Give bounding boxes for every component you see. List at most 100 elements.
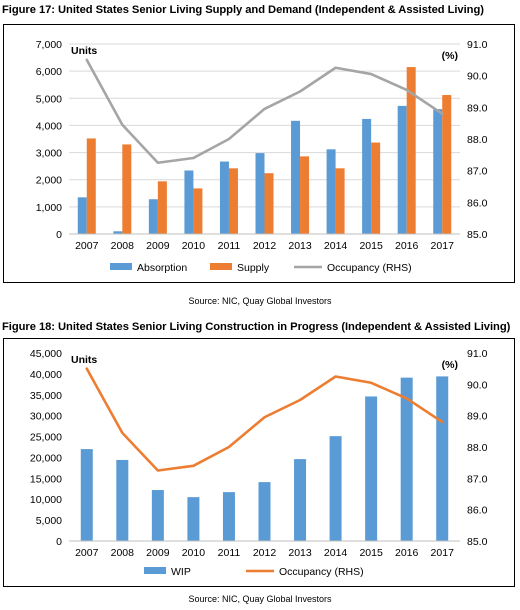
y-tick-label: 40,000 <box>30 369 62 381</box>
y2-tick-label: 90.0 <box>467 71 488 83</box>
x-tick-label: 2009 <box>146 240 170 252</box>
y-tick-label: 10,000 <box>30 494 62 506</box>
y-tick-label: 30,000 <box>30 411 62 423</box>
legend-label: Occupancy (RHS) <box>327 262 412 274</box>
figure-18-chart-frame: 0 5,000 10,000 15,000 20,000 25,000 30,000 35,0… <box>3 338 515 587</box>
y-tick-label: 3,000 <box>36 148 62 160</box>
legend-label: Absorption <box>137 262 187 274</box>
y2-tick-label: 85.0 <box>467 229 488 241</box>
y-tick-label: 0 <box>56 536 62 548</box>
absorption-bar <box>397 105 407 234</box>
x-tick-label: 2014 <box>324 547 348 559</box>
absorption-bar <box>362 118 372 234</box>
x-tick-label: 2013 <box>288 547 312 559</box>
y2-tick-label: 86.0 <box>467 197 488 209</box>
y2-tick-label: 88.0 <box>467 442 488 454</box>
y2-tick-label: 91.0 <box>467 39 488 51</box>
y-tick-label: 7,000 <box>36 39 62 51</box>
figure-17-chart-frame: 0 1,000 2,000 3,000 4,000 5,000 6,000 7,000 85.0… <box>3 24 515 283</box>
supply-bar <box>193 188 203 234</box>
supply-bar <box>157 181 167 234</box>
x-tick-label: 2014 <box>324 240 348 252</box>
y-tick-label: 15,000 <box>30 473 62 485</box>
wip-bar <box>365 396 378 541</box>
absorption-bar <box>255 153 265 234</box>
legend-swatch <box>144 567 166 574</box>
y2-tick-label: 88.0 <box>467 134 488 146</box>
x-tick-label: 2011 <box>218 547 241 559</box>
x-tick-label: 2008 <box>111 547 135 559</box>
x-tick-label: 2012 <box>253 547 277 559</box>
right-axis-label: (%) <box>442 50 458 62</box>
legend-label: WIP <box>171 566 191 578</box>
supply-bar <box>122 144 132 234</box>
absorption-bar <box>219 161 229 234</box>
absorption-bar <box>113 231 123 234</box>
legend-label: Occupancy (RHS) <box>279 566 364 578</box>
figure-17-source: Source: NIC, Quay Global Investors <box>188 296 332 306</box>
supply-bar <box>264 173 274 234</box>
wip-bar <box>222 492 235 541</box>
y-tick-label: 45,000 <box>30 348 62 360</box>
wip-bar <box>329 436 342 541</box>
y2-tick-label: 87.0 <box>467 473 488 485</box>
y-tick-label: 5,000 <box>36 93 62 105</box>
y-tick-label: 25,000 <box>30 432 62 444</box>
legend-label: Supply <box>237 262 270 274</box>
x-tick-label: 2008 <box>111 240 135 252</box>
supply-bar <box>228 168 238 234</box>
figure-18-source: Source: NIC, Quay Global Investors <box>188 594 332 604</box>
supply-bar <box>335 168 345 234</box>
y2-tick-label: 86.0 <box>467 505 488 517</box>
x-tick-label: 2016 <box>395 240 419 252</box>
y-tick-label: 2,000 <box>36 175 62 187</box>
wip-bar <box>294 459 307 541</box>
x-tick-label: 2012 <box>253 240 277 252</box>
figure-18-chart: 0 5,000 10,000 15,000 20,000 25,000 30,000 35,0… <box>30 348 488 578</box>
figure-18-title: Figure 18: United States Senior Living C… <box>2 321 511 333</box>
wip-bar <box>400 377 413 541</box>
y-tick-label: 1,000 <box>36 202 62 214</box>
legend-swatch <box>210 263 232 270</box>
x-tick-label: 2007 <box>75 547 99 559</box>
wip-bar <box>258 482 271 541</box>
absorption-bar <box>77 197 87 234</box>
wip-bar <box>151 490 164 541</box>
wip-bar <box>187 497 200 541</box>
y2-tick-label: 89.0 <box>467 102 488 114</box>
x-tick-label: 2007 <box>75 240 99 252</box>
x-tick-label: 2009 <box>146 547 170 559</box>
supply-bar <box>371 142 381 234</box>
supply-bar <box>300 156 310 234</box>
x-tick-label: 2010 <box>182 240 206 252</box>
x-tick-label: 2013 <box>288 240 312 252</box>
occupancy-line <box>85 58 444 165</box>
occupancy-line <box>85 367 444 472</box>
y2-tick-label: 91.0 <box>467 348 488 360</box>
x-tick-label: 2010 <box>182 547 206 559</box>
x-tick-label: 2015 <box>359 240 383 252</box>
x-tick-label: 2017 <box>431 240 455 252</box>
y2-tick-label: 87.0 <box>467 166 488 178</box>
y2-tick-label: 85.0 <box>467 536 488 548</box>
absorption-bar <box>184 170 194 234</box>
y-tick-label: 4,000 <box>36 120 62 132</box>
figure-17-chart: 0 1,000 2,000 3,000 4,000 5,000 6,000 7,000 85.0… <box>36 39 488 274</box>
supply-bar <box>406 67 416 234</box>
x-tick-label: 2015 <box>359 547 383 559</box>
y2-tick-label: 89.0 <box>467 411 488 423</box>
wip-bar <box>116 459 129 541</box>
x-tick-label: 2017 <box>431 547 455 559</box>
supply-bar <box>86 138 96 234</box>
absorption-bar <box>148 199 158 234</box>
wip-bar <box>436 376 449 541</box>
absorption-bar <box>291 120 301 234</box>
supply-bar <box>442 95 452 235</box>
right-axis-label: (%) <box>442 359 458 371</box>
x-tick-label: 2011 <box>218 240 241 252</box>
legend-swatch <box>110 263 132 270</box>
y2-tick-label: 90.0 <box>467 379 488 391</box>
left-axis-label: Units <box>71 45 97 57</box>
y-tick-label: 5,000 <box>36 515 62 527</box>
absorption-bar <box>326 149 336 234</box>
